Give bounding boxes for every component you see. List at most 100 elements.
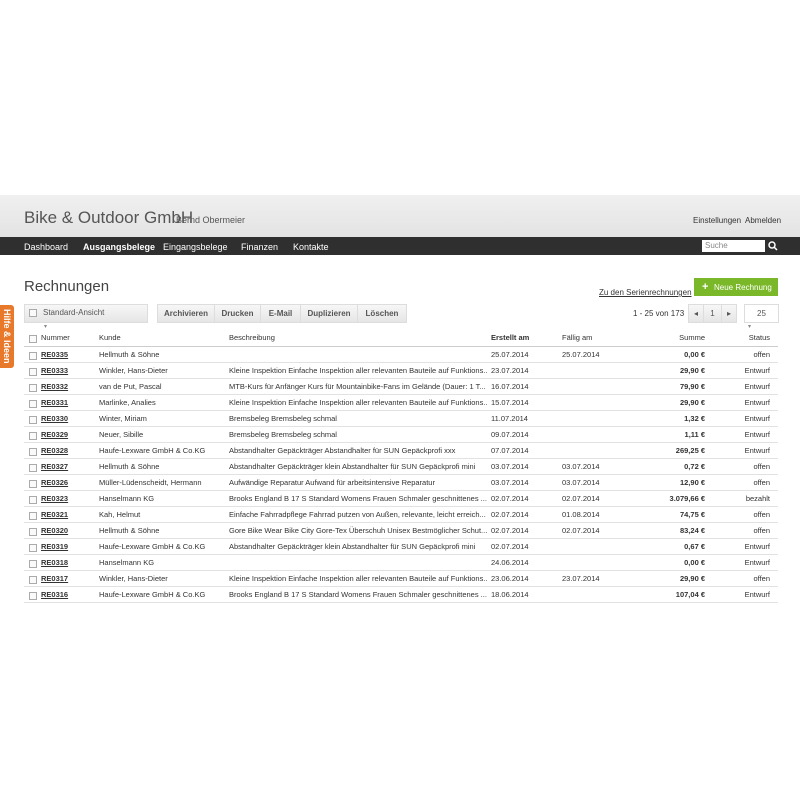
cell-customer: Marlinke, Analies — [99, 398, 156, 407]
row-line — [24, 538, 778, 539]
column-header[interactable]: Fällig am — [562, 333, 593, 342]
row-checkbox[interactable] — [29, 368, 37, 376]
action-button[interactable]: Drucken — [214, 304, 261, 323]
row-checkbox[interactable] — [29, 528, 37, 536]
side-tab[interactable] — [0, 305, 14, 368]
row-line — [24, 394, 778, 395]
cell-status: Entwurf — [744, 398, 770, 407]
cell-number[interactable]: RE0323 — [41, 494, 69, 503]
prev-button[interactable]: ◂ — [688, 304, 704, 323]
row-checkbox[interactable] — [29, 384, 37, 392]
column-header[interactable]: Kunde — [99, 333, 121, 342]
header-checkbox[interactable] — [29, 335, 37, 343]
cell-status: bezahlt — [745, 494, 770, 503]
cell-created: 09.07.2014 — [491, 430, 529, 439]
cell-number[interactable]: RE0319 — [41, 542, 69, 551]
column-header[interactable]: Status — [748, 333, 770, 342]
cell-description: Einfache Fahrradpflege Fahrrad putzen vo… — [229, 510, 486, 519]
cell-created: 18.06.2014 — [491, 590, 529, 599]
cell-sum: 107,04 € — [675, 590, 705, 599]
cell-customer: Müller-Lüdenscheidt, Hermann — [99, 478, 202, 487]
cell-customer: Haufe-Lexware GmbH & Co.KG — [99, 590, 206, 599]
cell-customer: Hellmuth & Söhne — [99, 462, 160, 471]
cell-number[interactable]: RE0317 — [41, 574, 69, 583]
column-header[interactable]: Erstellt am — [491, 333, 530, 342]
cell-due: 23.07.2014 — [562, 574, 600, 583]
cell-sum: 0,00 € — [684, 558, 705, 567]
cell-status: offen — [753, 462, 770, 471]
search-icon[interactable] — [768, 241, 778, 251]
plus-icon[interactable]: + — [702, 281, 709, 293]
row-line — [24, 426, 778, 427]
new-button[interactable] — [694, 278, 778, 296]
cell-number[interactable]: RE0332 — [41, 382, 69, 391]
row-checkbox[interactable] — [29, 416, 37, 424]
row-checkbox[interactable] — [29, 400, 37, 408]
row-checkbox[interactable] — [29, 432, 37, 440]
nav-item[interactable]: Kontakte — [293, 242, 329, 252]
cell-number[interactable]: RE0335 — [41, 350, 69, 359]
serien-link[interactable]: Zu den Serienrechnungen — [599, 288, 692, 297]
row-checkbox[interactable] — [29, 448, 37, 456]
action-button[interactable]: Archivieren — [157, 304, 215, 323]
nav-item[interactable]: Eingangsbelege — [163, 242, 228, 252]
nav-item[interactable]: Finanzen — [241, 242, 279, 252]
action-button[interactable]: Löschen — [357, 304, 407, 323]
page-title: Rechnungen — [24, 278, 110, 295]
row-checkbox[interactable] — [29, 352, 37, 360]
row-line — [24, 442, 778, 443]
cell-number[interactable]: RE0328 — [41, 446, 69, 455]
cell-due: 02.07.2014 — [562, 526, 600, 535]
action-button[interactable]: E-Mail — [260, 304, 301, 323]
cell-created: 15.07.2014 — [491, 398, 529, 407]
cell-customer: Winkler, Hans-Dieter — [99, 574, 168, 583]
cell-customer: Winkler, Hans-Dieter — [99, 366, 168, 375]
row-checkbox[interactable] — [29, 512, 37, 520]
cell-description: Aufwändige Reparatur Aufwand für arbeits… — [229, 478, 435, 487]
column-header[interactable]: Summe — [679, 333, 705, 342]
action-button[interactable]: Duplizieren — [300, 304, 358, 323]
settings-link[interactable]: Einstellungen — [693, 216, 742, 225]
row-checkbox[interactable] — [29, 464, 37, 472]
cell-number[interactable]: RE0327 — [41, 462, 69, 471]
cell-number[interactable]: RE0333 — [41, 366, 69, 375]
cell-status: Entwurf — [744, 590, 770, 599]
cell-number[interactable]: RE0331 — [41, 398, 69, 407]
next-button[interactable]: ▸ — [721, 304, 737, 323]
column-header[interactable]: Beschreibung — [229, 333, 275, 342]
row-checkbox[interactable] — [29, 496, 37, 504]
cell-number[interactable]: RE0321 — [41, 510, 69, 519]
nav-item[interactable]: Dashboard — [24, 242, 69, 252]
row-checkbox[interactable] — [29, 592, 37, 600]
row-line — [24, 378, 778, 379]
row-checkbox[interactable] — [29, 560, 37, 568]
sort-arrow: ▾ — [748, 324, 752, 330]
cell-status: offen — [753, 526, 770, 535]
row-checkbox[interactable] — [29, 544, 37, 552]
per-page[interactable]: 25 — [744, 304, 779, 323]
company-title: Bike & Outdoor GmbH — [24, 208, 194, 227]
row-checkbox[interactable] — [29, 576, 37, 584]
row-line — [24, 554, 778, 555]
new-button-label[interactable]: Neue Rechnung — [714, 283, 772, 292]
cell-number[interactable]: RE0330 — [41, 414, 69, 423]
nav-item[interactable]: Ausgangsbelege — [83, 242, 156, 252]
cell-description: MTB-Kurs für Anfänger Kurs für Mountainb… — [229, 382, 486, 391]
column-header[interactable]: Nummer — [41, 333, 70, 342]
cell-created: 02.07.2014 — [491, 510, 529, 519]
cell-number[interactable]: RE0320 — [41, 526, 69, 535]
side-tab-label[interactable]: Hilfe & Ideen — [2, 309, 12, 364]
row-checkbox[interactable] — [29, 480, 37, 488]
view-label[interactable]: Standard-Ansicht — [43, 308, 105, 317]
view-select[interactable] — [24, 304, 148, 323]
cell-number[interactable]: RE0318 — [41, 558, 69, 567]
search-box[interactable]: Suche — [702, 240, 765, 252]
row-line — [24, 586, 778, 587]
cell-number[interactable]: RE0329 — [41, 430, 69, 439]
cell-number[interactable]: RE0316 — [41, 590, 69, 599]
logout-link[interactable]: Abmelden — [745, 216, 782, 225]
cell-number[interactable]: RE0326 — [41, 478, 69, 487]
checkbox[interactable] — [29, 309, 37, 317]
page-number[interactable]: 1 — [703, 304, 722, 323]
